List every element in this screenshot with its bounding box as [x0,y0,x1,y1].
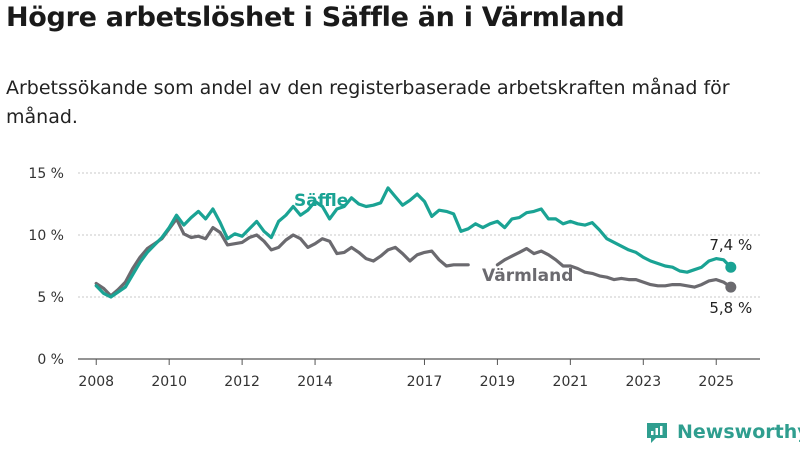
newsworthy-logo: Newsworthy [645,420,800,444]
end-label-varmland: 5,8 % [709,299,752,317]
end-label-saffle: 7,4 % [709,236,752,254]
y-tick-label: 0 % [37,352,64,368]
x-tick-label: 2017 [407,374,443,390]
x-tick-label: 2012 [224,374,260,390]
x-tick-label: 2010 [151,374,187,390]
x-tick-label: 2008 [78,374,114,390]
grid-lines: 0 % 5 % 10 % 15 % [28,166,760,368]
y-tick-label: 10 % [28,228,64,244]
y-tick-label: 15 % [28,166,64,182]
chart-subtitle: Arbetssökande som andel av den registerb… [6,77,730,128]
x-tick-label: 2021 [553,374,589,390]
x-tick-label: 2025 [698,374,734,390]
series-lines [94,186,737,299]
end-point-säffle [725,261,737,273]
end-point-värmland [725,281,737,293]
chart-title: Högre arbetslöshet i Säffle än i Värmlan… [6,2,625,33]
x-tick-label: 2023 [625,374,661,390]
brand-name: Newsworthy [677,421,800,443]
series-label-saffle: Säffle [294,191,348,211]
series-line-säffle [94,186,733,299]
series-label-varmland: Värmland [482,266,573,286]
y-tick-label: 5 % [37,290,64,306]
x-tick-label: 2014 [297,374,333,390]
x-axis: 2008 2010 2012 2014 2017 2019 2021 2023 2025 [78,359,734,390]
newsworthy-logo-icon [647,423,667,443]
series-labels: Säffle Värmland 7,4 % 5,8 % [294,191,752,317]
x-tick-label: 2019 [480,374,516,390]
series-line-värmland [94,217,733,298]
